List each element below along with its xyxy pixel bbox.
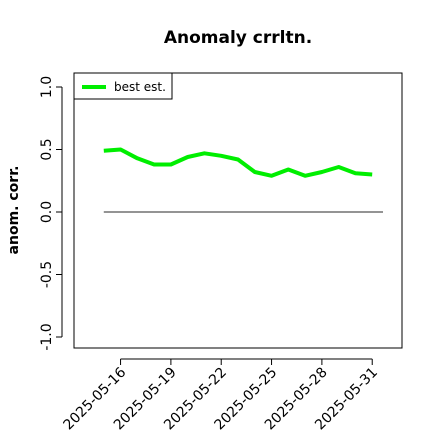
plot-area [73, 72, 403, 349]
chart-title: Anomaly crrltn. [164, 28, 312, 48]
legend-label: best est. [114, 80, 166, 94]
series-group [103, 147, 373, 178]
x-axis: 2025-05-162025-05-192025-05-222025-05-25… [61, 358, 381, 433]
y-tick-label: 0.5 [39, 138, 55, 160]
series-line-best-est [103, 147, 373, 178]
y-axis-label: anom. corr. [6, 166, 22, 255]
legend: best est. [73, 72, 173, 100]
y-tick-label: 1.0 [39, 76, 55, 98]
y-axis: -1.0 -0.5 0.0 0.5 1.0 [39, 76, 63, 351]
y-tick-label: 0.0 [39, 201, 55, 223]
y-tick-label: -1.0 [39, 323, 55, 350]
y-tick-label: -0.5 [39, 261, 55, 288]
